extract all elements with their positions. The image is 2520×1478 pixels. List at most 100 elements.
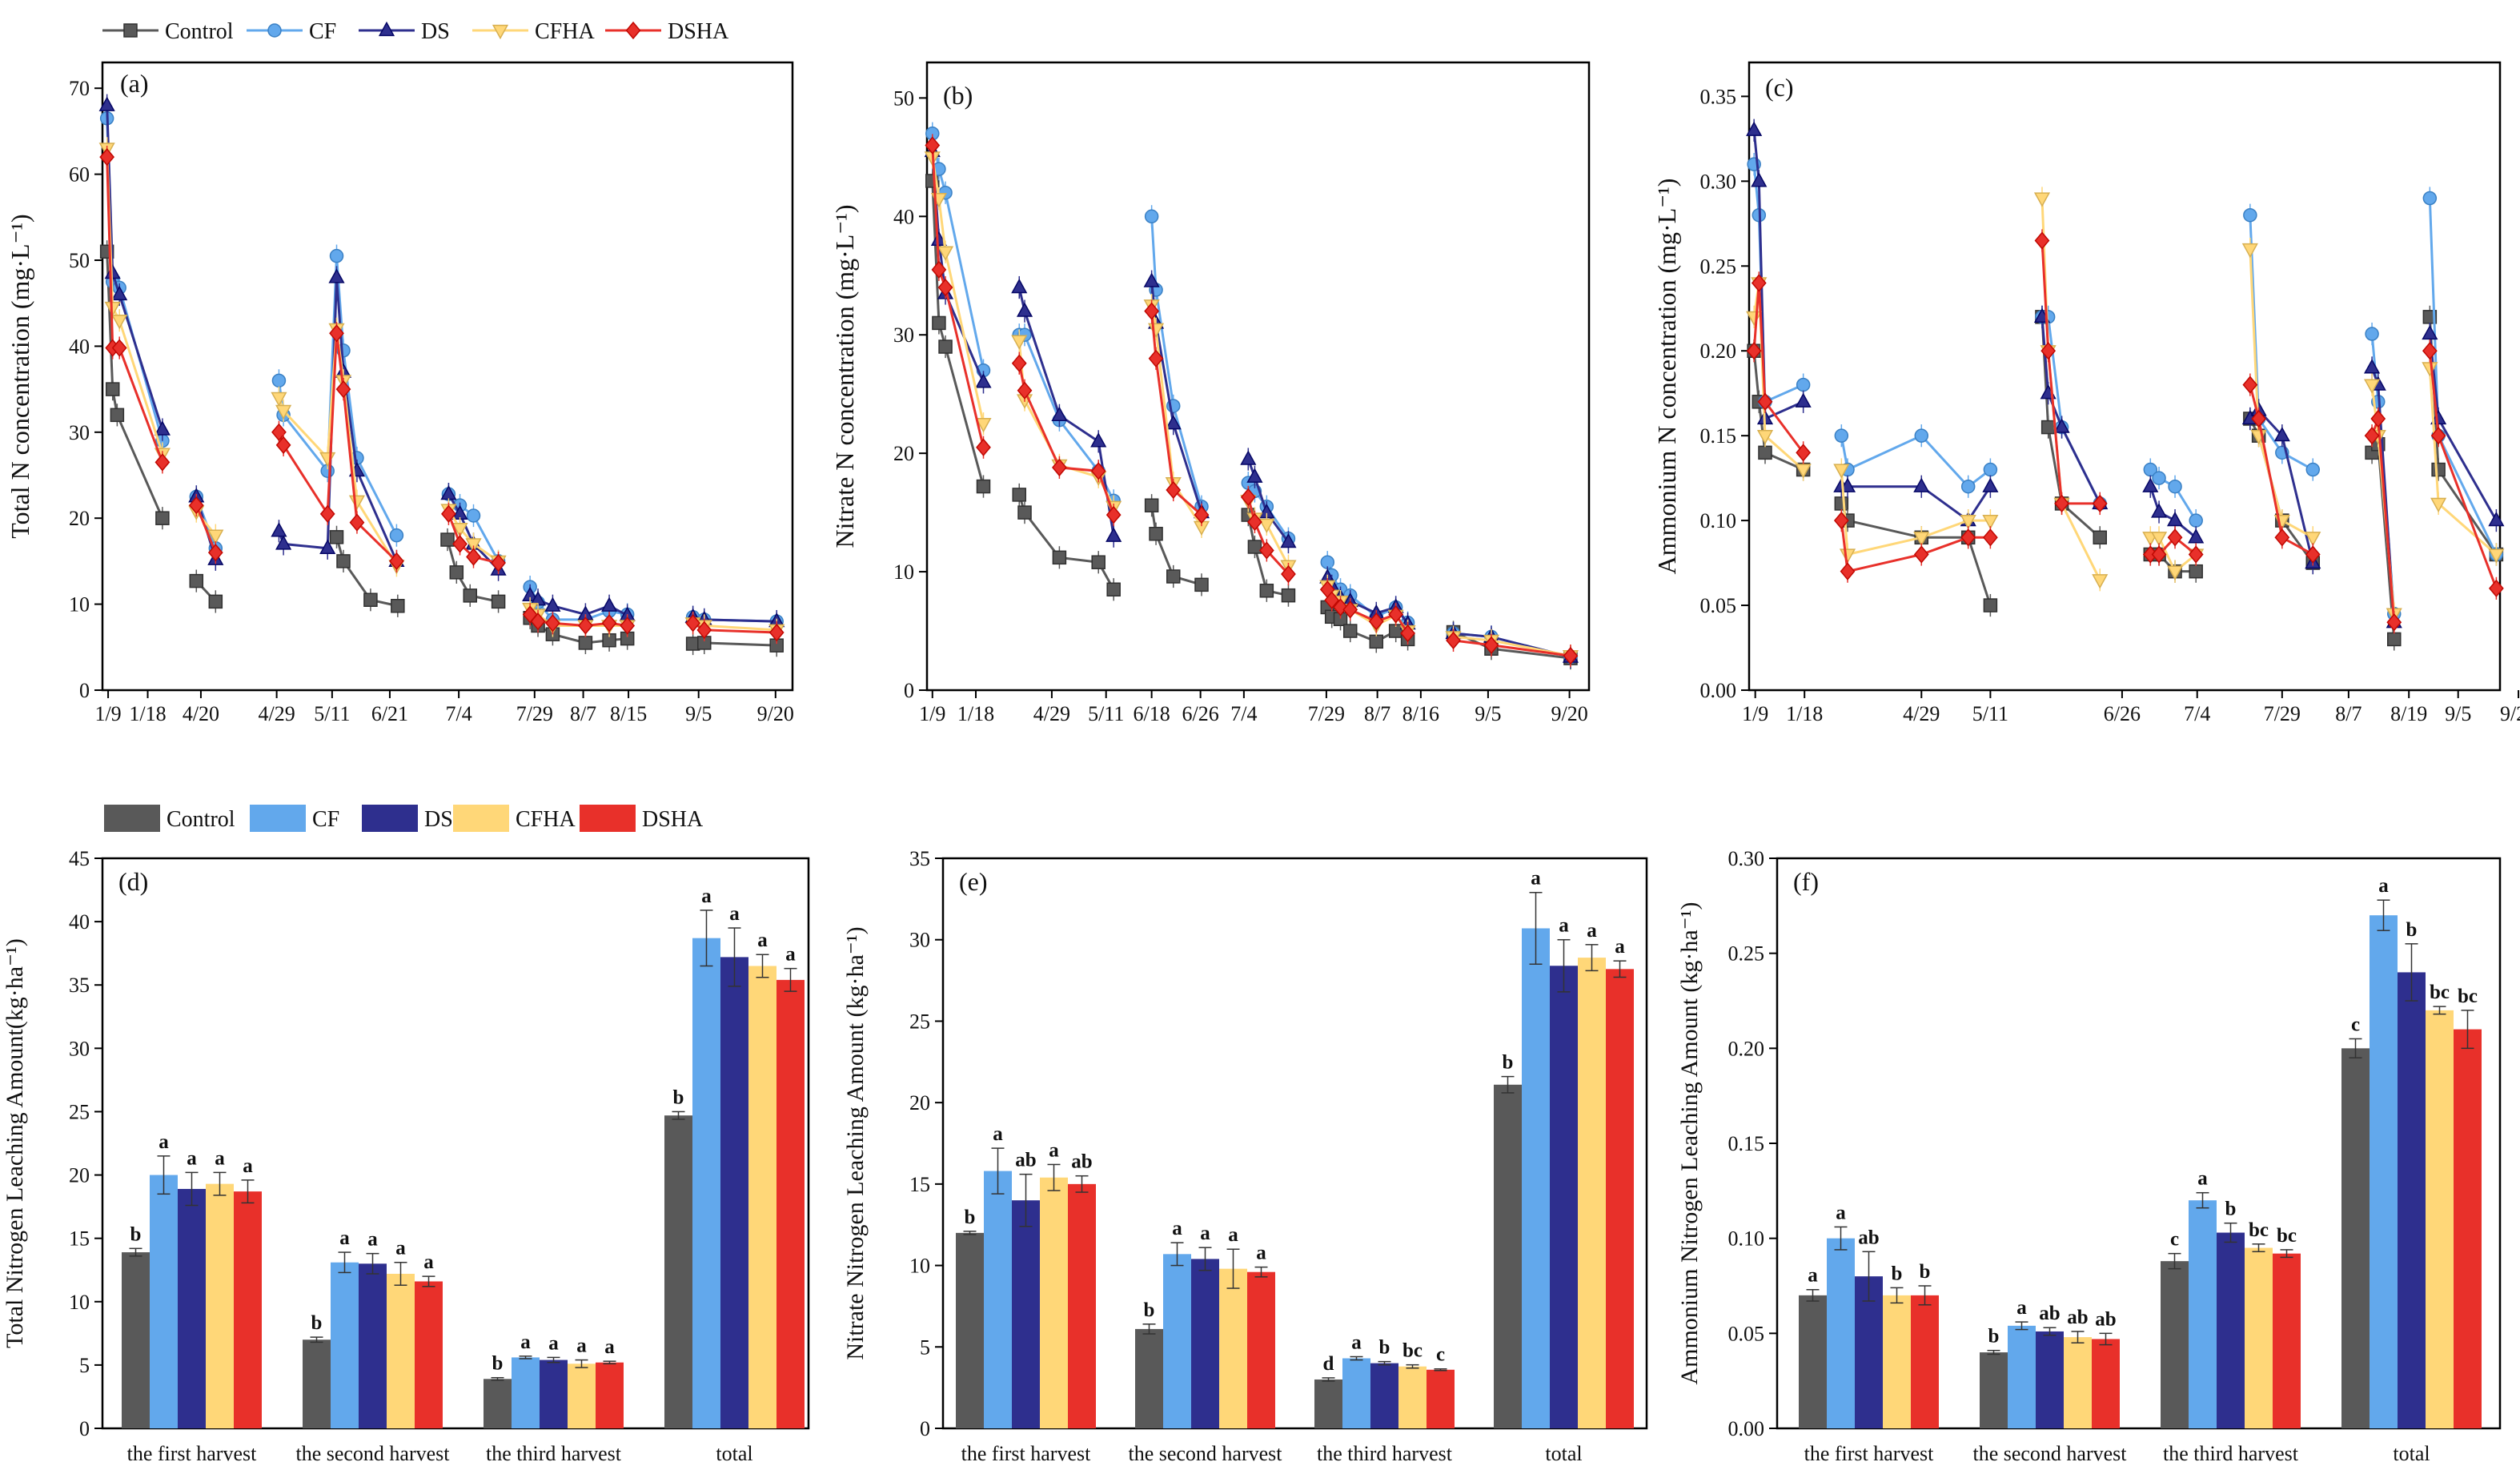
data-point-ds bbox=[1016, 302, 1033, 317]
data-point-ds bbox=[1143, 272, 1160, 287]
y-tick-label: 40 bbox=[893, 205, 914, 228]
data-point-ds bbox=[1011, 278, 1028, 294]
data-point-control bbox=[1144, 498, 1159, 512]
bar-cfha bbox=[2245, 1247, 2273, 1428]
bar-control bbox=[303, 1339, 331, 1428]
series-control bbox=[1747, 305, 2504, 651]
data-point-control bbox=[491, 594, 506, 609]
bar-cf bbox=[512, 1357, 540, 1428]
data-point-dsha bbox=[1563, 646, 1579, 665]
data-point-cfha bbox=[2150, 532, 2168, 547]
data-point-cf bbox=[2189, 513, 2203, 528]
data-point-ds bbox=[2422, 324, 2438, 340]
significance-letter: a bbox=[1587, 920, 1597, 942]
data-point-ds bbox=[601, 596, 618, 612]
legend-marker-ds bbox=[378, 21, 395, 37]
significance-letter: a bbox=[757, 930, 768, 951]
data-point-ds bbox=[1246, 468, 1263, 483]
x-tick-label: 1/18 bbox=[129, 702, 166, 725]
data-point-cf bbox=[1796, 377, 1811, 392]
data-point-cfha bbox=[1258, 518, 1275, 534]
data-point-dsha bbox=[1106, 505, 1122, 524]
y-tick-label: 60 bbox=[69, 163, 90, 187]
x-tick-label: 5/11 bbox=[1088, 702, 1124, 725]
data-point-control bbox=[578, 636, 593, 650]
data-point-cfha bbox=[271, 392, 287, 408]
data-point-dsha bbox=[1483, 636, 1499, 654]
y-tick-label: 0.35 bbox=[1700, 85, 1737, 108]
data-point-dsha bbox=[1333, 598, 1348, 617]
significance-letter: a bbox=[215, 1147, 225, 1169]
bar-ds bbox=[1012, 1200, 1040, 1428]
bar-dsha bbox=[2092, 1339, 2120, 1428]
bar-cf bbox=[2370, 915, 2398, 1428]
bar-cf bbox=[150, 1175, 178, 1428]
data-point-dsha bbox=[2242, 376, 2258, 394]
data-point-dsha bbox=[976, 438, 991, 456]
data-point-ds bbox=[2053, 418, 2070, 433]
data-point-cf bbox=[1144, 209, 1159, 224]
data-point-dsha bbox=[937, 278, 953, 297]
y-tick-label: 30 bbox=[69, 1037, 90, 1060]
plot-frame bbox=[101, 61, 794, 692]
series-line-ds bbox=[2428, 333, 2498, 521]
significance-letter: a bbox=[339, 1227, 350, 1249]
data-point-ds bbox=[1795, 392, 1812, 408]
data-point-cf bbox=[1983, 462, 1998, 477]
y-tick-label: 10 bbox=[69, 593, 90, 617]
data-point-cfha bbox=[2430, 497, 2447, 513]
data-point-dsha bbox=[1746, 342, 1762, 360]
legend-label-ds: DS bbox=[421, 19, 450, 44]
x-category-label: the first harvest bbox=[127, 1442, 258, 1465]
bar-dsha bbox=[776, 979, 805, 1428]
data-point-control bbox=[2189, 564, 2203, 579]
series-line-ds bbox=[1752, 130, 1804, 421]
significance-letter: b bbox=[1920, 1261, 1931, 1283]
x-tick-label: 7/29 bbox=[2264, 702, 2301, 725]
series-line-control bbox=[2040, 316, 2101, 539]
x-tick-label: 9/20 bbox=[1551, 702, 1587, 725]
data-point-dsha bbox=[2034, 231, 2050, 250]
data-point-dsha bbox=[1052, 458, 1067, 477]
x-tick-label: 8/7 bbox=[1364, 702, 1390, 725]
data-point-dsha bbox=[319, 504, 335, 524]
data-point-dsha bbox=[1247, 512, 1262, 532]
panel-label: (f) bbox=[1793, 867, 1819, 896]
x-tick-label: 8/19 bbox=[2390, 702, 2427, 725]
plot-frame bbox=[941, 857, 1648, 1430]
data-point-cfha bbox=[1960, 514, 1976, 530]
series-line-cfha bbox=[447, 508, 500, 563]
y-tick-label: 35 bbox=[909, 847, 930, 870]
data-point-control bbox=[976, 479, 991, 494]
x-tick-label: 7/4 bbox=[2184, 702, 2210, 725]
significance-letter: b bbox=[130, 1223, 142, 1245]
data-point-dsha bbox=[1194, 505, 1210, 524]
y-tick-label: 0.05 bbox=[1728, 1322, 1765, 1345]
y-tick-label: 0 bbox=[79, 1417, 90, 1440]
panel-label: (c) bbox=[1765, 73, 1794, 102]
y-tick-label: 20 bbox=[893, 442, 914, 465]
x-tick-label: 4/29 bbox=[259, 702, 295, 725]
series-line-dsha bbox=[2040, 240, 2101, 505]
data-point-control bbox=[2093, 530, 2107, 545]
y-tick-label: 15 bbox=[69, 1227, 90, 1251]
bar-ds bbox=[1550, 966, 1578, 1428]
significance-letter: b bbox=[2406, 919, 2418, 941]
data-point-ds bbox=[319, 539, 336, 554]
data-point-dsha bbox=[578, 617, 593, 635]
x-tick-label: 7/4 bbox=[1230, 702, 1257, 725]
significance-letter: a bbox=[701, 886, 712, 907]
data-point-dsha bbox=[349, 513, 365, 532]
bar-dsha bbox=[1068, 1183, 1096, 1428]
x-tick-label: 5/11 bbox=[1972, 702, 2008, 725]
significance-letter: a bbox=[243, 1155, 253, 1177]
bar-cfha bbox=[1883, 1295, 1911, 1428]
data-point-dsha bbox=[2422, 342, 2438, 360]
significance-letter: c bbox=[1436, 1344, 1445, 1366]
y-tick-label: 5 bbox=[79, 1354, 90, 1377]
data-point-ds bbox=[1106, 527, 1122, 542]
data-point-dsha bbox=[925, 136, 941, 155]
x-tick-label: 6/26 bbox=[1182, 702, 1219, 725]
data-point-control bbox=[336, 554, 351, 568]
data-point-dsha bbox=[1833, 511, 1849, 530]
